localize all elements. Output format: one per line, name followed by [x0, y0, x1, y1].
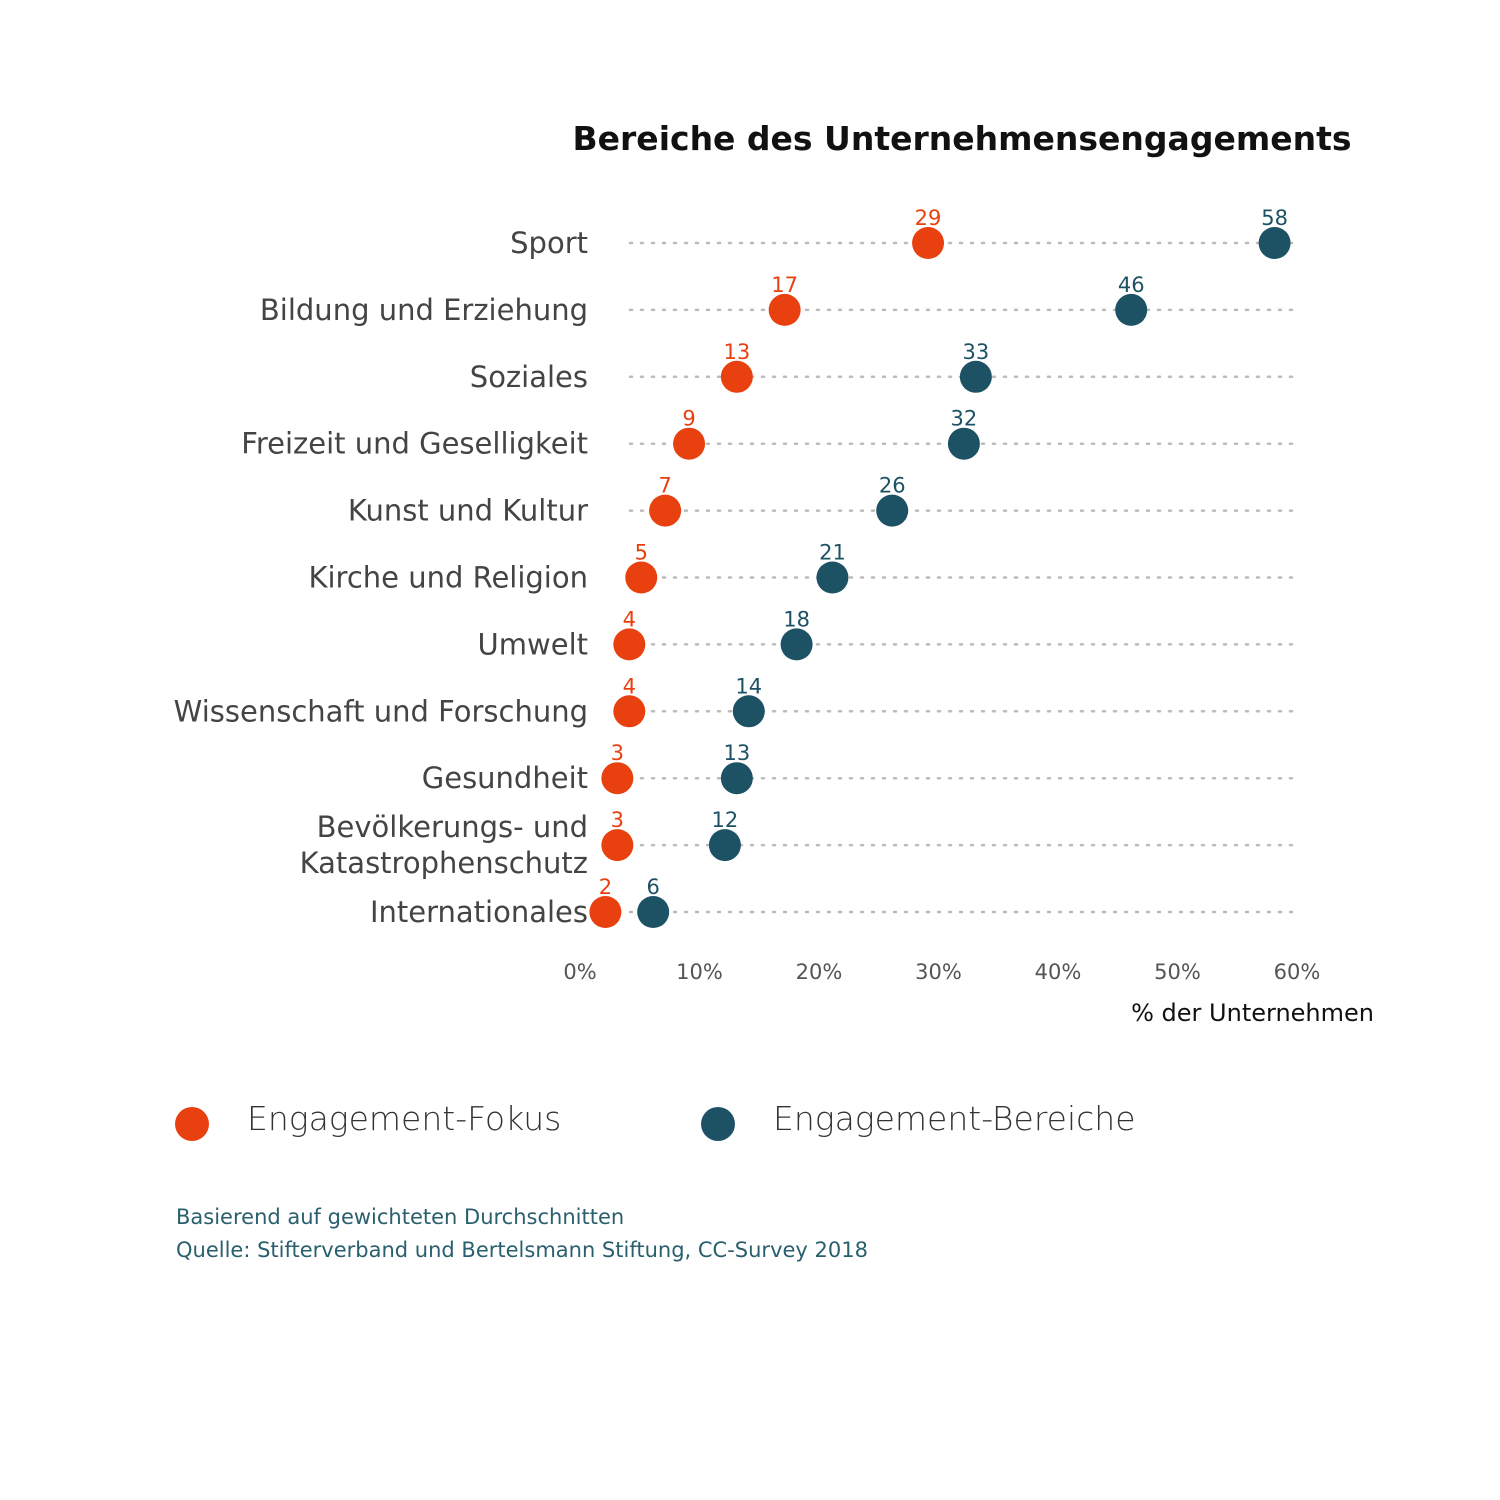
category-label: Kirche und Religion: [308, 561, 588, 595]
data-point: [816, 561, 849, 594]
chart-title: Bereiche des Unternehmensengagements: [573, 119, 1352, 158]
data-point: [589, 896, 622, 928]
data-point: [947, 427, 980, 460]
data-label: 29: [915, 206, 942, 230]
data-point: [780, 628, 813, 661]
data-point: [876, 494, 909, 527]
data-label: 46: [1118, 273, 1145, 297]
category-label: Bevölkerungs- und Katastrophenschutz: [300, 810, 588, 880]
data-label: 18: [783, 607, 810, 631]
data-label: 4: [623, 674, 636, 698]
data-point: [768, 293, 801, 326]
data-point: [637, 896, 670, 928]
data-label: 58: [1261, 206, 1288, 230]
data-label: 3: [611, 741, 624, 765]
data-label: 5: [635, 541, 648, 565]
data-label: 17: [771, 273, 798, 297]
data-label: 32: [951, 407, 978, 431]
category-label: Sport: [510, 226, 588, 260]
data-label: 7: [658, 474, 671, 498]
data-point: [720, 762, 753, 795]
data-label: 26: [879, 474, 906, 498]
category-label: Bildung und Erziehung: [260, 293, 588, 327]
x-tick-label: 30%: [915, 960, 962, 984]
data-label: 33: [962, 340, 989, 364]
data-label: 6: [647, 875, 660, 899]
data-label: 2: [599, 875, 612, 899]
data-label: 12: [712, 808, 739, 832]
data-point: [959, 360, 992, 393]
x-axis-label: % der Unternehmen: [1131, 999, 1374, 1027]
category-label: Wissenschaft und Forschung: [174, 694, 588, 728]
data-label: 4: [623, 607, 636, 631]
footnote-weighting: Basierend auf gewichteten Durchschnitten: [176, 1205, 624, 1229]
data-point: [673, 427, 706, 460]
data-point: [912, 227, 945, 259]
data-label: 13: [723, 340, 750, 364]
data-point: [1258, 227, 1291, 259]
data-point: [1115, 293, 1148, 326]
legend: Engagement-Fokus Engagement-Bereiche: [175, 1099, 1136, 1141]
category-label: Soziales: [470, 360, 588, 394]
legend-marker-engagement-bereiche: [701, 1107, 735, 1141]
data-point: [649, 494, 682, 527]
x-tick-label: 20%: [796, 960, 843, 984]
category-label: Kunst und Kultur: [348, 494, 588, 528]
data-point: [613, 628, 646, 661]
data-label: 21: [819, 541, 846, 565]
data-point: [601, 762, 634, 795]
data-point: [732, 695, 765, 728]
data-point: [625, 561, 658, 594]
data-point: [601, 829, 634, 862]
legend-marker-engagement-fokus: [175, 1107, 209, 1141]
category-label: Umwelt: [478, 627, 588, 661]
data-label: 9: [682, 407, 695, 431]
x-tick-label: 10%: [676, 960, 723, 984]
x-axis-ticks: 0% 10% 20% 30% 40% 50% 60%: [563, 960, 1320, 984]
x-tick-label: 0%: [563, 960, 596, 984]
data-point: [708, 829, 741, 862]
x-tick-label: 60%: [1274, 960, 1321, 984]
data-point: [613, 695, 646, 728]
data-label: 14: [735, 674, 762, 698]
legend-label-engagement-bereiche: Engagement-Bereiche: [773, 1099, 1136, 1138]
data-point: [720, 360, 753, 393]
legend-label-engagement-fokus: Engagement-Fokus: [247, 1099, 561, 1138]
category-label: Freizeit und Geselligkeit: [241, 427, 588, 461]
x-tick-label: 50%: [1154, 960, 1201, 984]
category-label: Internationales: [370, 895, 588, 929]
data-label: 3: [611, 808, 624, 832]
data-label: 13: [723, 741, 750, 765]
category-labels: Sport Bildung und Erziehung Soziales Freize…: [174, 226, 588, 929]
x-tick-label: 40%: [1035, 960, 1082, 984]
footnote-source: Quelle: Stifterverband und Bertelsmann S…: [176, 1238, 868, 1262]
category-label: Gesundheit: [422, 761, 588, 795]
